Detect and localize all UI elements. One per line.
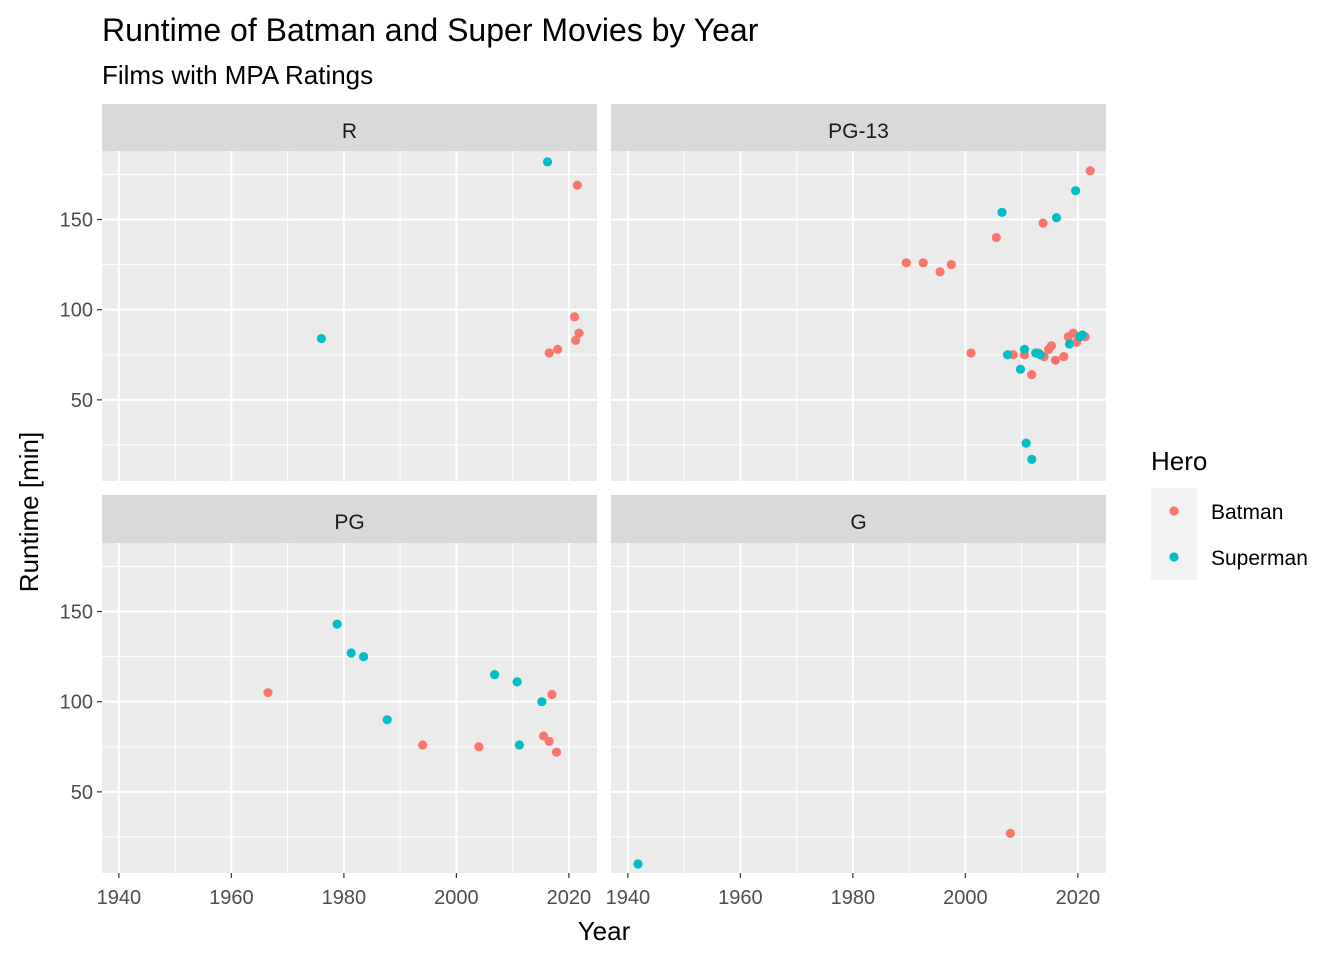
legend-label-batman: Batman	[1211, 501, 1283, 524]
x-tick-label: 2020	[1056, 887, 1101, 909]
data-point-batman	[1085, 166, 1095, 176]
x-tick-label: 1980	[322, 887, 367, 909]
data-point-superman	[1051, 213, 1062, 223]
data-point-batman	[571, 335, 581, 345]
data-point-batman	[474, 742, 484, 752]
data-point-batman	[572, 180, 582, 190]
y-tick-label: 50	[71, 782, 93, 804]
data-point-superman	[633, 859, 643, 869]
data-point-superman	[997, 207, 1007, 217]
data-point-batman	[1038, 218, 1048, 228]
y-tick-label: 100	[60, 692, 93, 714]
x-tick-label: 2020	[547, 887, 592, 909]
legend-title: Hero	[1151, 446, 1207, 476]
panel-background	[102, 151, 597, 481]
panel-background	[611, 151, 1106, 481]
facet-pg: PG 50 100 150 1940 1960 1980 2000 2020	[60, 495, 597, 909]
data-point-superman	[512, 677, 522, 687]
data-point-batman	[553, 344, 563, 354]
facet-pg-13: PG-13	[611, 104, 1106, 481]
data-point-batman	[1059, 351, 1069, 362]
data-point-superman	[1015, 364, 1026, 374]
data-point-batman	[544, 348, 554, 358]
x-tick-label: 1960	[718, 887, 763, 909]
data-point-superman	[382, 715, 392, 725]
data-point-superman	[1027, 454, 1037, 464]
facet-strip-label: PG	[334, 511, 364, 534]
data-point-batman	[918, 258, 928, 268]
data-point-batman	[991, 232, 1001, 243]
data-point-batman	[569, 312, 580, 322]
data-point-superman	[1002, 350, 1013, 360]
data-point-superman	[542, 157, 553, 167]
data-point-batman	[263, 688, 273, 698]
data-point-superman	[537, 697, 547, 707]
data-point-superman	[1035, 350, 1045, 360]
panel-background	[611, 543, 1106, 873]
x-tick-label: 1940	[606, 887, 651, 909]
data-point-batman	[946, 260, 956, 270]
legend-key-superman	[1169, 552, 1179, 562]
panel-background	[102, 543, 597, 873]
facet-g: G 1940 1960 1980 2000 2020	[606, 495, 1106, 909]
x-axis-label: Year	[578, 916, 631, 946]
facet-r: R 50 100 150	[60, 104, 597, 481]
y-tick-label: 50	[71, 390, 93, 412]
x-tick-label: 1940	[97, 887, 142, 909]
legend-key-background	[1151, 488, 1197, 580]
data-point-batman	[1046, 341, 1057, 351]
facet-strip-label: R	[342, 120, 357, 143]
x-tick-label: 2000	[943, 887, 988, 909]
data-point-batman	[551, 747, 562, 757]
chart-title: Runtime of Batman and Super Movies by Ye…	[102, 12, 759, 48]
data-point-superman	[316, 333, 326, 344]
data-point-superman	[346, 648, 356, 658]
chart-subtitle: Films with MPA Ratings	[102, 60, 373, 90]
data-point-batman	[935, 267, 945, 277]
data-point-batman	[1027, 370, 1037, 380]
data-point-batman	[901, 258, 911, 268]
facet-strip	[611, 495, 1106, 543]
legend: Hero Batman Superman	[1151, 446, 1308, 580]
x-tick-label: 1960	[209, 887, 254, 909]
data-point-superman	[1064, 339, 1075, 349]
y-axis-label: Runtime [min]	[14, 432, 44, 592]
data-point-superman	[1071, 186, 1081, 196]
x-tick-label: 2000	[434, 887, 479, 909]
data-point-superman	[490, 670, 500, 680]
facet-strip-label: PG-13	[828, 120, 889, 143]
data-point-superman	[1019, 344, 1030, 354]
data-point-superman	[332, 619, 342, 629]
legend-label-superman: Superman	[1211, 547, 1308, 570]
data-point-superman	[1021, 438, 1031, 448]
y-tick-label: 150	[60, 602, 93, 624]
data-point-batman	[966, 348, 976, 358]
y-tick-label: 100	[60, 300, 93, 322]
data-point-batman	[547, 689, 557, 700]
data-point-batman	[418, 740, 428, 750]
data-point-batman	[544, 736, 554, 746]
data-point-batman	[574, 328, 584, 338]
legend-key-batman	[1169, 506, 1179, 516]
data-point-batman	[1050, 355, 1060, 365]
x-tick-label: 1980	[831, 887, 876, 909]
data-point-batman	[1005, 828, 1015, 838]
data-point-superman	[514, 740, 524, 750]
facet-strip	[102, 104, 597, 151]
facet-strip-label: G	[850, 511, 866, 534]
facet-strip	[611, 104, 1106, 151]
data-point-superman	[358, 652, 369, 662]
facet-panels: R 50 100 150 PG-13 PG 50 100 150 1940 1960 1980 2000…	[60, 104, 1106, 909]
y-tick-label: 150	[60, 210, 93, 232]
facet-strip	[102, 495, 597, 543]
data-point-superman	[1077, 330, 1087, 340]
